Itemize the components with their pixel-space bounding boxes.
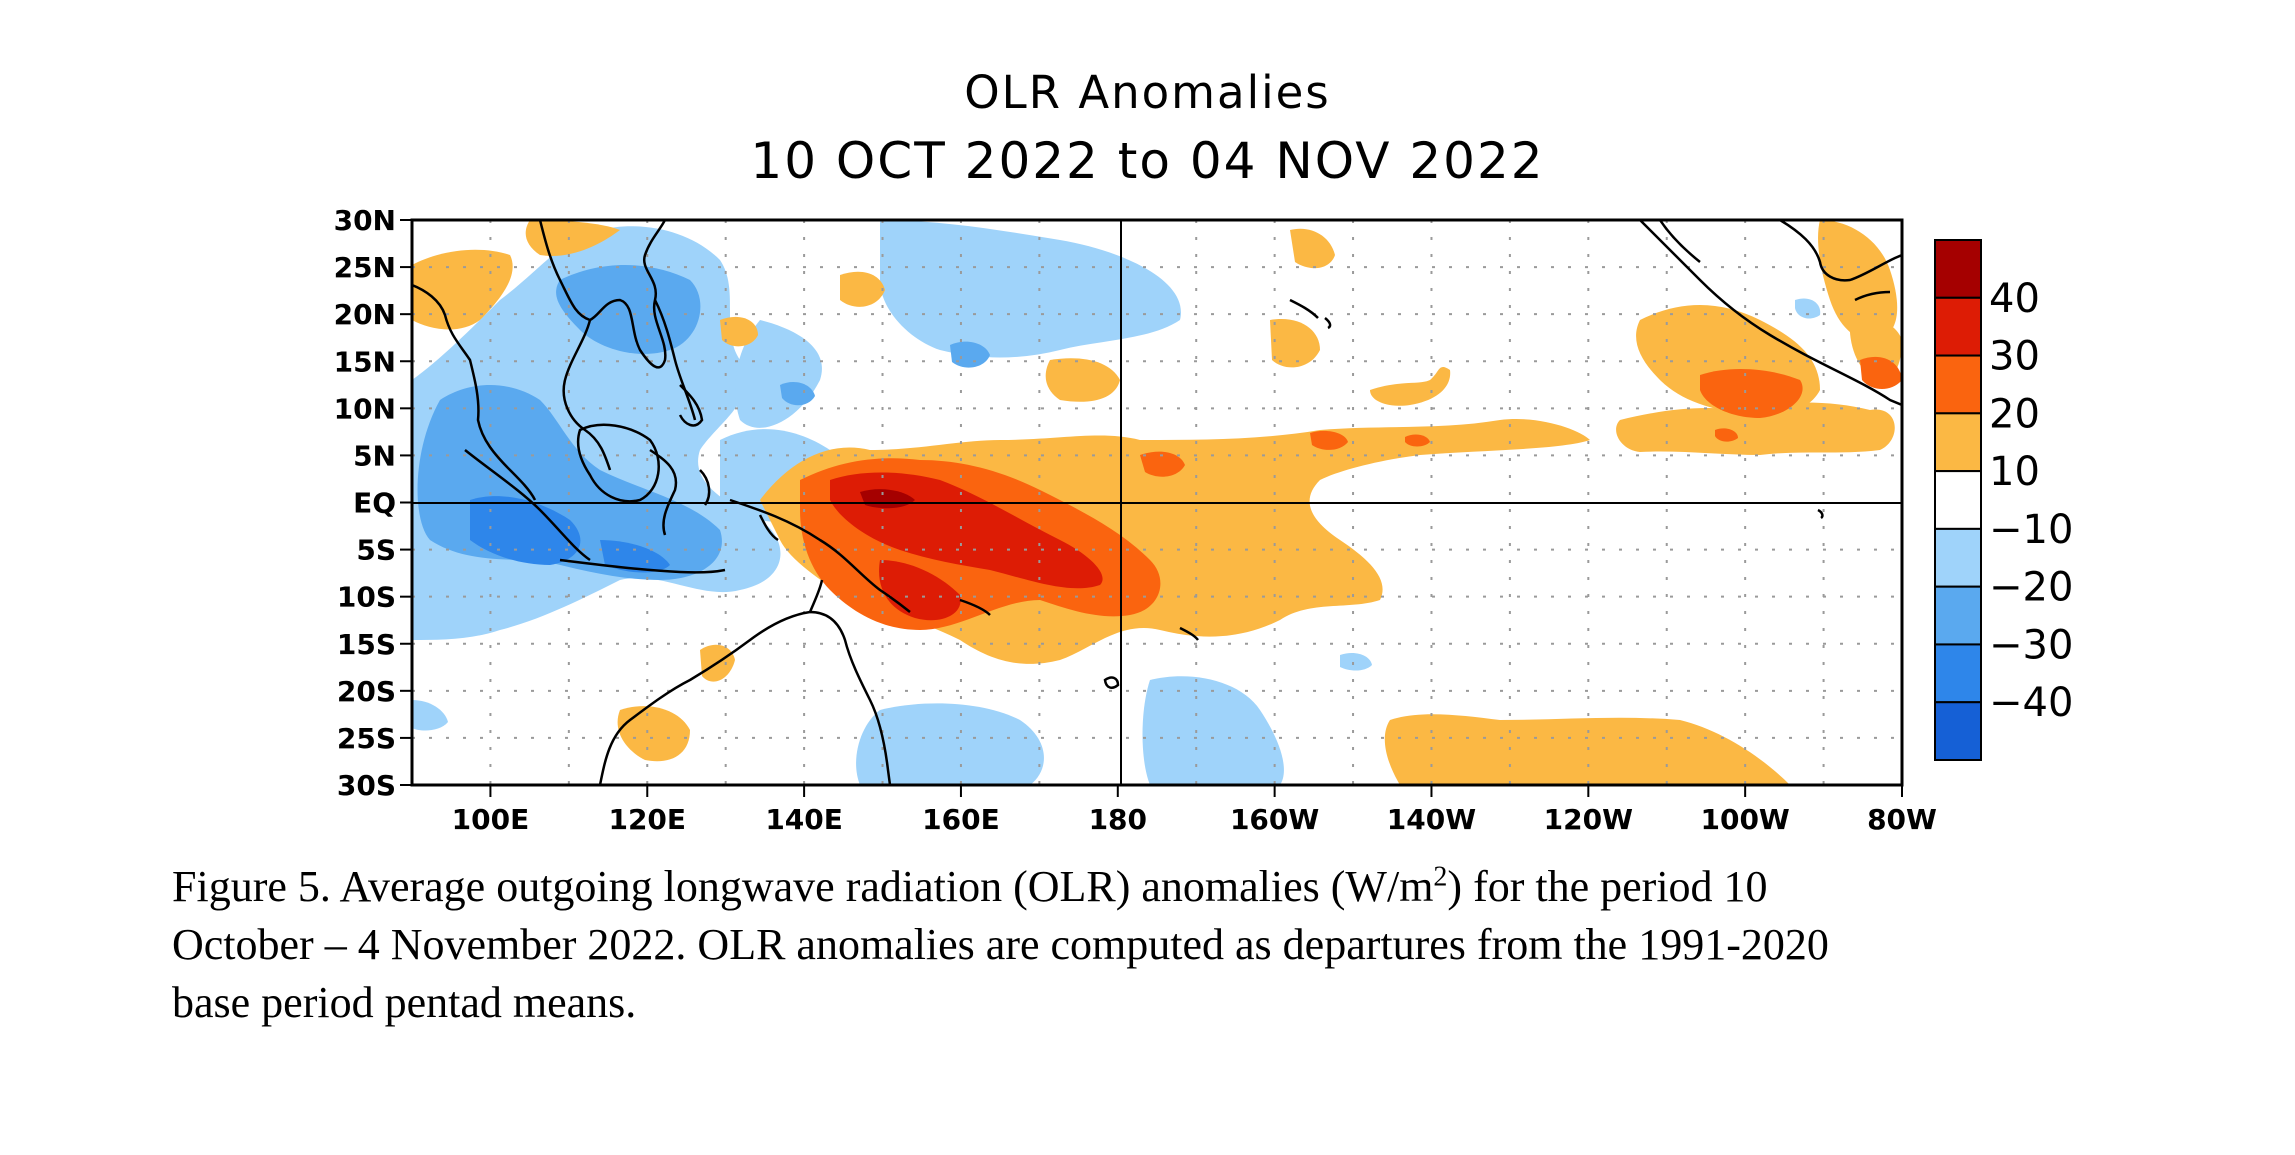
lat-lon-grid <box>412 220 1902 785</box>
colorbar-swatch <box>1934 412 1982 473</box>
lat-tick-label: 10S <box>337 581 396 614</box>
colorbar-label: −30 <box>1989 622 2073 668</box>
lat-tick-label: 20N <box>334 298 396 331</box>
negative-anomaly-regions <box>412 220 1821 785</box>
lat-tick-label: 10N <box>334 392 396 425</box>
longitude-tick-labels: 100E 120E 140E 160E 180 160W 140W 120W 100W 80W <box>452 803 1937 836</box>
colorbar-label: 20 <box>1989 391 2040 437</box>
lat-tick-label: 25S <box>337 722 396 755</box>
lon-tick-label: 180 <box>1089 803 1147 836</box>
colorbar-label: −20 <box>1989 565 2073 611</box>
caption-line2: October – 4 November 2022. OLR anomalies… <box>172 920 1829 969</box>
caption-line1-pre: Figure 5. Average outgoing longwave radi… <box>172 862 1434 911</box>
lon-tick-label: 160E <box>922 803 1000 836</box>
lon-tick-label: 160W <box>1230 803 1319 836</box>
caption-superscript: 2 <box>1433 861 1448 893</box>
caption-line3: base period pentad means. <box>172 978 637 1027</box>
lat-tick-label: 15N <box>334 345 396 378</box>
colorbar-swatch <box>1934 239 1982 299</box>
colorbar-swatch <box>1934 354 1982 415</box>
lon-tick-label: 140W <box>1387 803 1476 836</box>
colorbar-swatch <box>1934 527 1982 588</box>
lon-tick-label: 100E <box>452 803 530 836</box>
latitude-tick-labels: 30N 25N 20N 15N 10N 5N EQ 5S 10S 15S 20S 25S 30S <box>334 204 396 802</box>
lon-tick-label: 120E <box>608 803 686 836</box>
map-title-line1: OLR Anomalies <box>964 66 1331 119</box>
lon-tick-label: 80W <box>1867 803 1937 836</box>
lat-tick-label: 20S <box>337 675 396 708</box>
lat-tick-label: 15S <box>337 628 396 661</box>
lon-tick-label: 120W <box>1544 803 1633 836</box>
anomaly-shading <box>412 220 1902 785</box>
colorbar-swatch <box>1934 701 1982 762</box>
colorbar-label: 30 <box>1989 334 2040 380</box>
colorbar-label: −40 <box>1989 680 2073 726</box>
lon-tick-label: 140E <box>765 803 843 836</box>
lat-tick-label: 30S <box>337 769 396 802</box>
olr-anomaly-map: 30N 25N 20N 15N 10N 5N EQ 5S 10S 15S 20S 25S 30S 100… <box>334 204 2074 836</box>
colorbar-label: −10 <box>1989 507 2073 553</box>
axis-ticks <box>400 219 1903 797</box>
colorbar-label: 40 <box>1989 276 2040 322</box>
colorbar-swatch <box>1934 585 1982 646</box>
colorbar: 40 30 20 10 −10 −20 −30 −40 <box>1934 239 2073 762</box>
lat-tick-label: 25N <box>334 251 396 284</box>
map-title-line2: 10 OCT 2022 to 04 NOV 2022 <box>750 132 1545 190</box>
caption-line1-post: ) for the period 10 <box>1447 862 1768 911</box>
lon-tick-label: 100W <box>1700 803 1789 836</box>
lat-tick-label: 5S <box>356 534 396 567</box>
lat-tick-label: EQ <box>353 487 396 520</box>
lat-tick-label: 5N <box>353 439 396 472</box>
colorbar-swatch <box>1934 643 1982 704</box>
lat-tick-label: 30N <box>334 204 396 237</box>
colorbar-swatch <box>1934 470 1982 530</box>
colorbar-label: 10 <box>1989 449 2040 495</box>
colorbar-swatch <box>1934 296 1982 357</box>
figure-caption: Figure 5. Average outgoing longwave radi… <box>172 858 2172 1032</box>
